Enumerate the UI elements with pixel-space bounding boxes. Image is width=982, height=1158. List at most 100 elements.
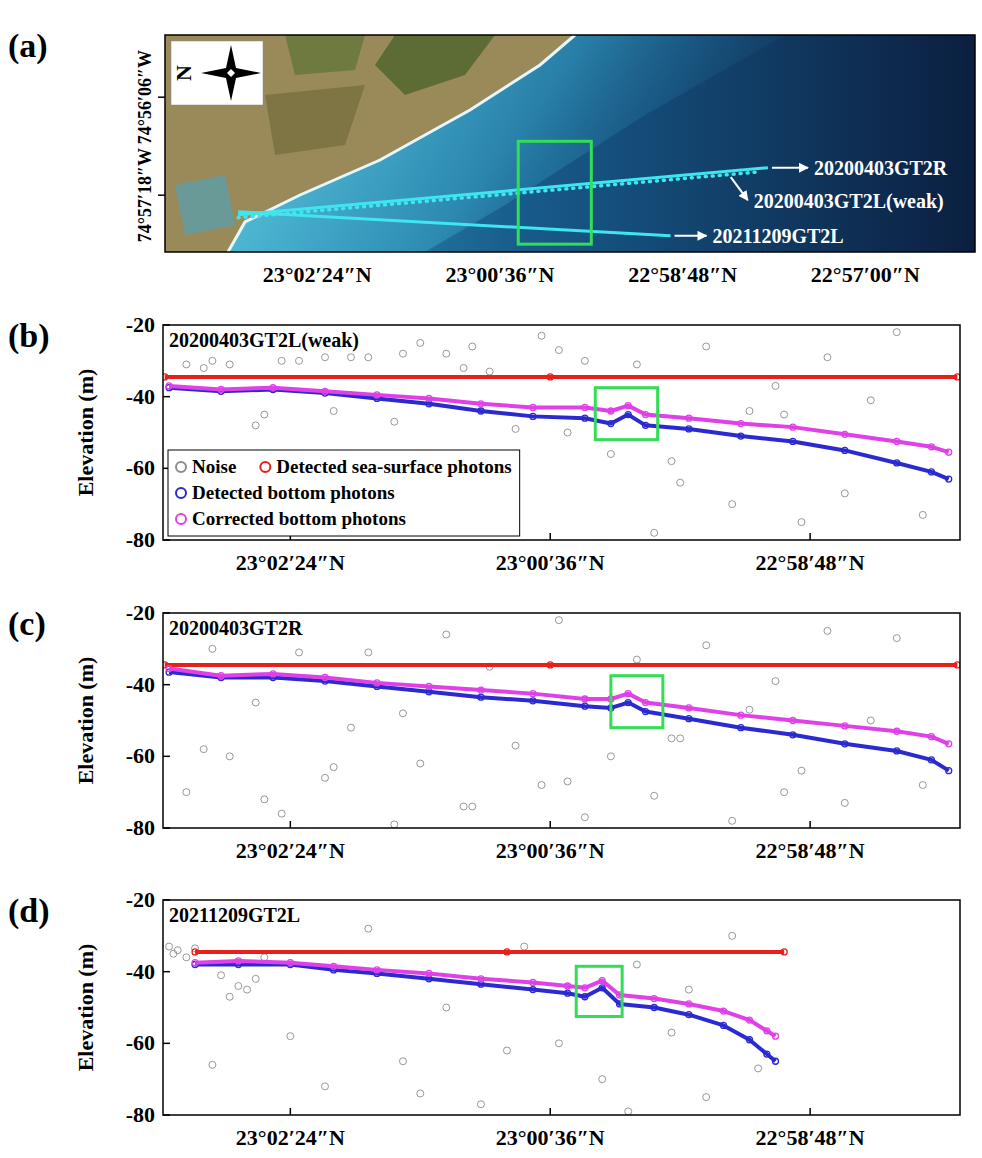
track-line <box>238 168 768 215</box>
photon-point <box>738 725 744 731</box>
legend: NoiseDetected sea-surface photonsDetecte… <box>168 450 520 536</box>
field <box>265 85 365 155</box>
noise-point <box>347 354 354 361</box>
panel-letter: (c) <box>8 605 46 643</box>
figure: 23°02′24″N23°00′36″N22°58′48″N22°57′00″N… <box>0 0 982 1158</box>
noise-point <box>170 950 177 957</box>
photon-point <box>374 967 380 973</box>
photon-point <box>270 385 276 391</box>
noise-point <box>287 1033 294 1040</box>
photon-line <box>195 961 775 1036</box>
noise-point <box>365 354 372 361</box>
photon-point <box>478 694 484 700</box>
noise-point <box>460 803 467 810</box>
noise-point <box>330 764 337 771</box>
noise-point <box>477 1101 484 1108</box>
photon-point <box>746 1017 752 1023</box>
photon-point <box>192 949 198 955</box>
photon-point <box>608 408 614 414</box>
photon-point <box>643 709 649 715</box>
plot-frame <box>163 900 960 1115</box>
noise-point <box>746 408 753 415</box>
x-tick-label: 23°00′36″N <box>496 1125 605 1150</box>
noise-point <box>677 735 684 742</box>
noise-point <box>417 760 424 767</box>
photon-point <box>478 976 484 982</box>
photon-point <box>842 431 848 437</box>
photon-point <box>166 383 172 389</box>
photon-point <box>946 449 952 455</box>
x-tick-label: 23°00′36″N <box>445 262 554 287</box>
photon-point <box>322 388 328 394</box>
y-tick <box>163 971 170 973</box>
photon-point <box>530 979 536 985</box>
highlight-box <box>611 676 663 728</box>
noise-point <box>538 782 545 789</box>
y-tick <box>163 899 170 901</box>
photon-point <box>625 691 631 697</box>
y-tick <box>158 194 165 196</box>
label-arrow <box>731 177 748 200</box>
x-tick <box>809 821 811 828</box>
field <box>285 35 365 75</box>
noise-point <box>278 810 285 817</box>
photon-point <box>530 404 536 410</box>
noise-point <box>209 357 216 364</box>
noise-point <box>399 350 406 357</box>
noise-point <box>174 947 181 954</box>
noise-point <box>633 961 640 968</box>
x-tick <box>290 1108 292 1115</box>
noise-point <box>555 1040 562 1047</box>
photon-point <box>772 1058 778 1064</box>
photon-line <box>169 386 949 452</box>
y-tick-label: -80 <box>126 527 155 552</box>
photon-point <box>322 675 328 681</box>
y-axis-title: Elevation (m) <box>73 944 98 1072</box>
noise-point <box>399 1058 406 1065</box>
noise-point <box>564 778 571 785</box>
x-tick-label: 23°02′24″N <box>236 838 345 863</box>
photon-point <box>530 698 536 704</box>
plot-frame <box>165 35 975 252</box>
noise-point <box>824 627 831 634</box>
noise-point <box>261 796 268 803</box>
noise-point <box>503 1047 510 1054</box>
noise-point <box>469 343 476 350</box>
noise-point <box>651 529 658 536</box>
noise-point <box>443 631 450 638</box>
noise-point <box>391 821 398 828</box>
y-tick-label: -80 <box>126 815 155 840</box>
photon-point <box>686 705 692 711</box>
plot-frame <box>163 325 960 540</box>
x-tick-label: 23°02′24″N <box>236 550 345 575</box>
legend-label: Detected bottom photons <box>192 482 395 503</box>
photon-point <box>374 392 380 398</box>
photon-point <box>530 413 536 419</box>
photon-point <box>842 447 848 453</box>
noise-point <box>668 1029 675 1036</box>
photon-point <box>686 415 692 421</box>
highlight-box <box>576 966 622 1016</box>
photon-point <box>582 404 588 410</box>
x-tick <box>549 821 551 828</box>
noise-point <box>321 354 328 361</box>
noise-point <box>772 382 779 389</box>
x-tick-label: 23°00′36″N <box>496 838 605 863</box>
noise-point <box>729 817 736 824</box>
photon-point <box>478 401 484 407</box>
noise-point <box>746 706 753 713</box>
noise-point <box>365 925 372 932</box>
noise-point <box>417 339 424 346</box>
noise-point <box>798 519 805 526</box>
photon-point <box>738 712 744 718</box>
noise-point <box>365 649 372 656</box>
y-axis-title: Elevation (m) <box>73 369 98 497</box>
track-name: 20200403GT2L(weak) <box>169 329 359 352</box>
photon-line <box>165 375 958 379</box>
legend-box <box>168 450 520 536</box>
noise-point <box>625 1108 632 1115</box>
photon-point <box>478 687 484 693</box>
noise-point <box>867 397 874 404</box>
noise-point <box>252 699 259 706</box>
y-tick-label: -60 <box>126 455 155 480</box>
